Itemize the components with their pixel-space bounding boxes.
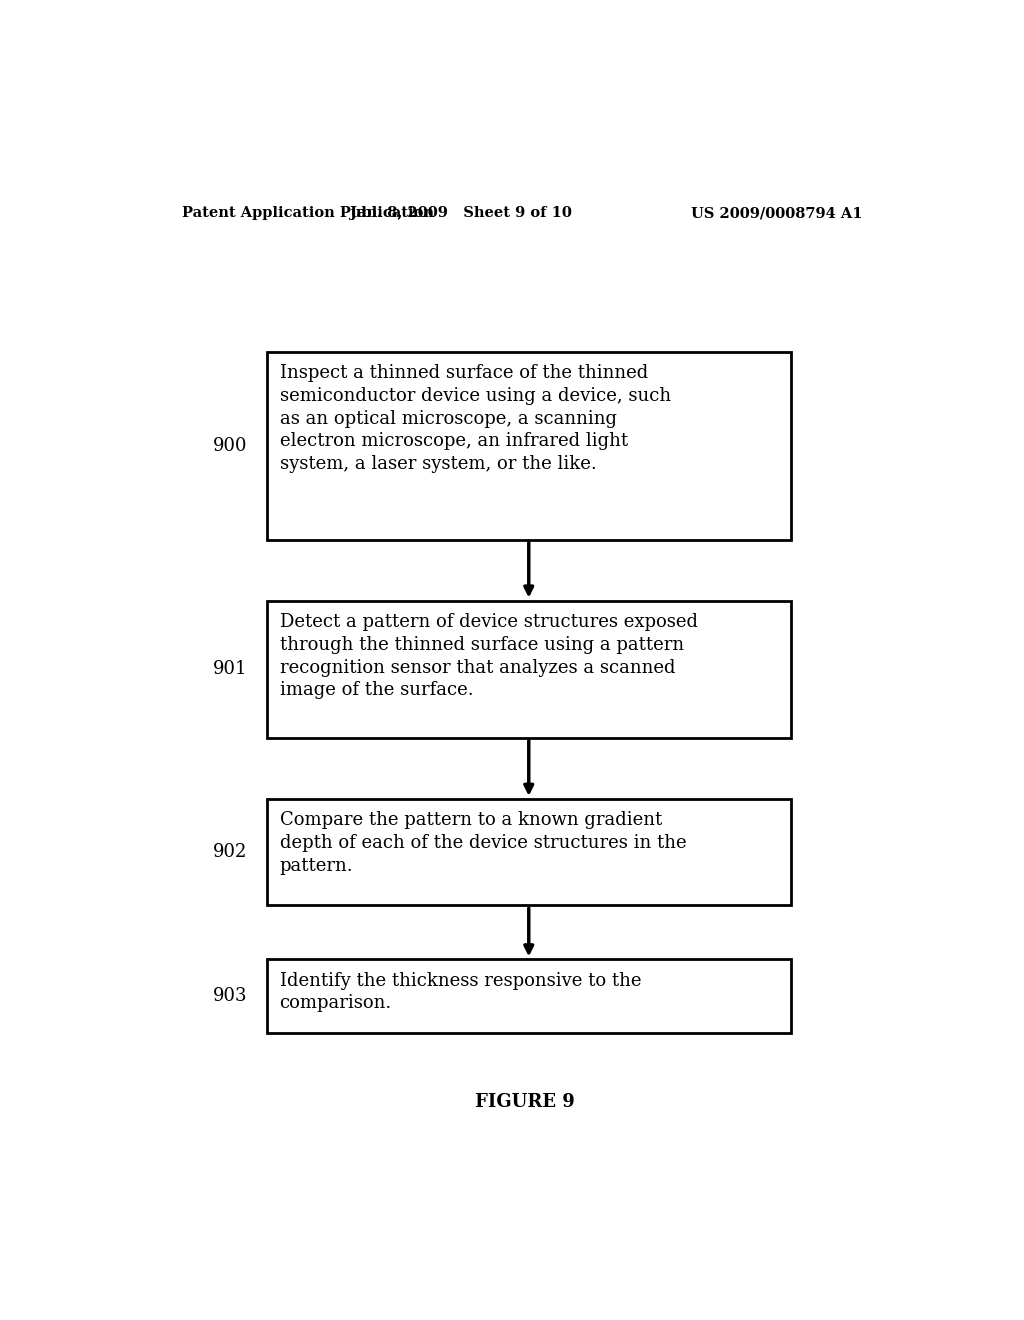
Text: 901: 901: [213, 660, 247, 678]
Text: Patent Application Publication: Patent Application Publication: [182, 206, 434, 220]
Text: 903: 903: [213, 987, 247, 1005]
Bar: [267, 799, 791, 906]
Bar: [267, 601, 791, 738]
Text: Jan. 8, 2009   Sheet 9 of 10: Jan. 8, 2009 Sheet 9 of 10: [350, 206, 572, 220]
Text: US 2009/0008794 A1: US 2009/0008794 A1: [690, 206, 862, 220]
Text: Detect a pattern of device structures exposed
through the thinned surface using : Detect a pattern of device structures ex…: [280, 612, 697, 700]
Text: 902: 902: [213, 843, 247, 861]
Text: Inspect a thinned surface of the thinned
semiconductor device using a device, su: Inspect a thinned surface of the thinned…: [280, 364, 671, 474]
Text: Compare the pattern to a known gradient
depth of each of the device structures i: Compare the pattern to a known gradient …: [280, 810, 686, 875]
Text: FIGURE 9: FIGURE 9: [475, 1093, 574, 1110]
Text: Identify the thickness responsive to the
comparison.: Identify the thickness responsive to the…: [280, 972, 641, 1012]
Bar: [267, 351, 791, 540]
Bar: [267, 960, 791, 1032]
Text: 900: 900: [213, 437, 247, 454]
